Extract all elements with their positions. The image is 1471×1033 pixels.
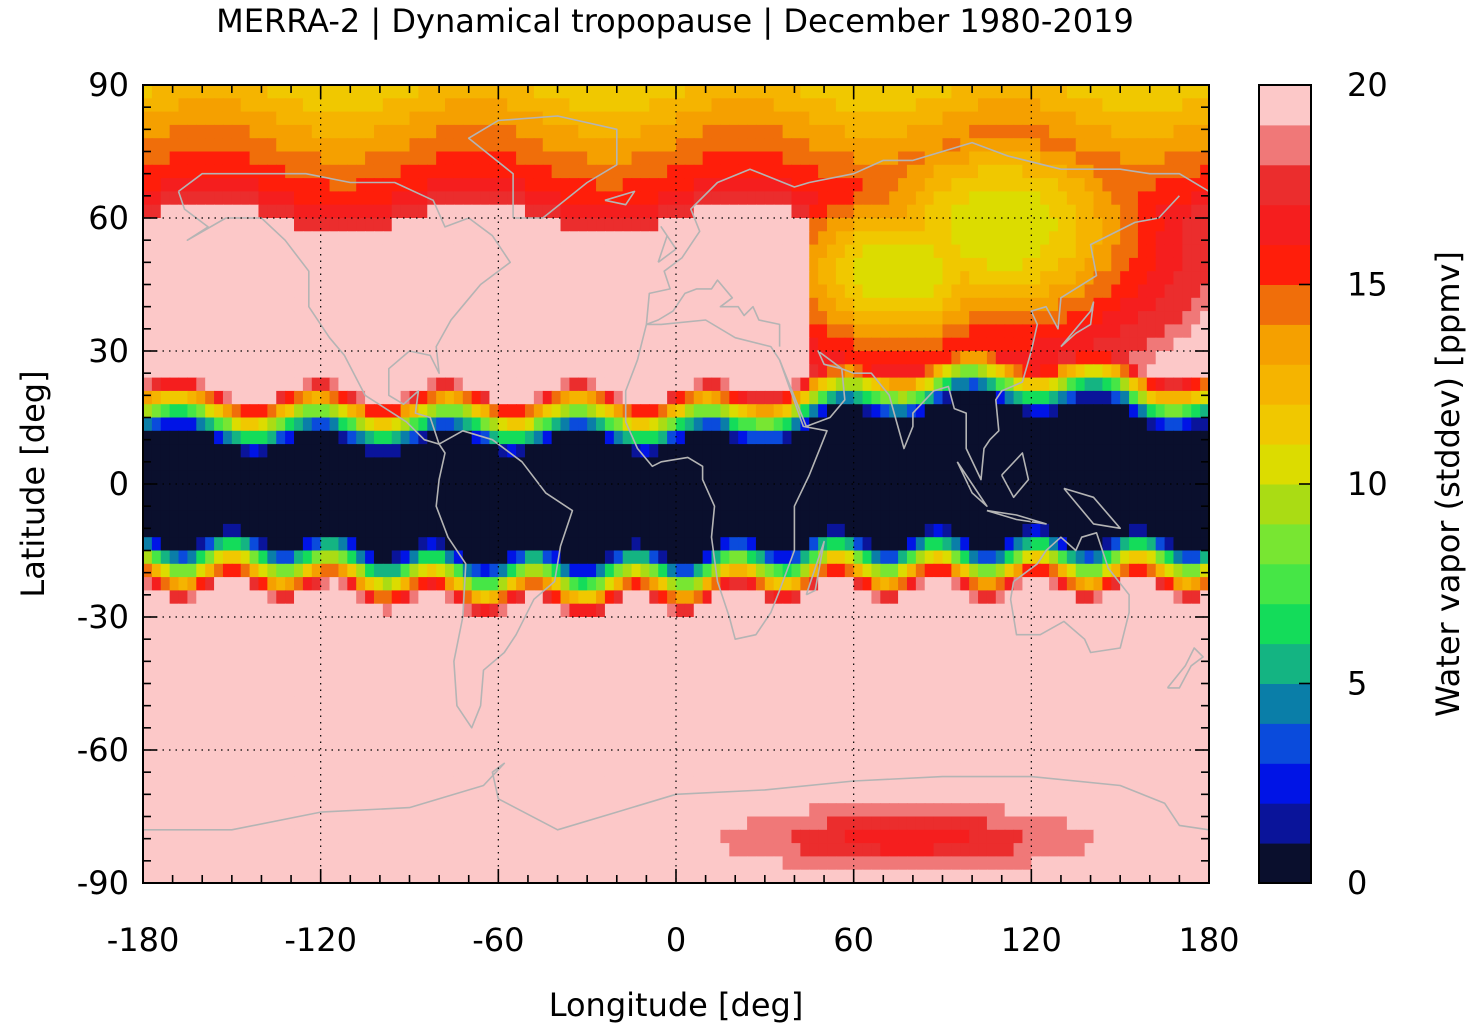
colorbar-swatch [1259, 125, 1311, 165]
colorbar-swatch [1259, 763, 1311, 803]
colorbar-swatch [1259, 803, 1311, 843]
x-tick-label: 60 [833, 921, 874, 959]
colorbar-swatch [1259, 843, 1311, 883]
colorbar-tick-label: 0 [1347, 864, 1367, 902]
x-tick-label: -60 [472, 921, 524, 959]
colorbar-swatch [1259, 165, 1311, 205]
colorbar-label: Water vapor (stddev) [ppmv] [1429, 251, 1467, 717]
x-tick-label: -180 [107, 921, 180, 959]
colorbar-swatch [1259, 364, 1311, 404]
x-tick-label: 0 [666, 921, 686, 959]
colorbar: 0 5 10 15 20 [1259, 66, 1388, 902]
colorbar-swatch [1259, 404, 1311, 444]
colorbar-tick-label: 10 [1347, 465, 1388, 503]
x-tick-label: 120 [1001, 921, 1062, 959]
colorbar-swatch [1259, 85, 1311, 125]
y-tick-label: 0 [109, 465, 129, 503]
colorbar-swatch [1259, 285, 1311, 325]
x-tick-label: -120 [284, 921, 357, 959]
colorbar-swatch [1259, 484, 1311, 524]
y-tick-label: 60 [88, 199, 129, 237]
y-tick-label: -90 [77, 864, 129, 902]
y-tick-label: 90 [88, 66, 129, 104]
x-tick-label: 180 [1178, 921, 1239, 959]
y-axis-label: Latitude [deg] [14, 370, 52, 597]
y-tick-label: -60 [77, 731, 129, 769]
chart-title: MERRA-2 | Dynamical tropopause | Decembe… [216, 2, 1134, 40]
colorbar-swatch [1259, 644, 1311, 684]
colorbar-swatch [1259, 564, 1311, 604]
y-tick-label: -30 [77, 598, 129, 636]
colorbar-swatch [1259, 684, 1311, 724]
colorbar-swatch [1259, 723, 1311, 763]
colorbar-swatch [1259, 324, 1311, 364]
colorbar-swatch [1259, 524, 1311, 564]
colorbar-swatch [1259, 444, 1311, 484]
colorbar-tick-label: 20 [1347, 66, 1388, 104]
colorbar-tick-label: 15 [1347, 266, 1388, 304]
x-axis-label: Longitude [deg] [549, 986, 804, 1024]
colorbar-swatch [1259, 205, 1311, 245]
colorbar-tick-label: 5 [1347, 665, 1367, 703]
colorbar-swatch [1259, 604, 1311, 644]
y-tick-label: 30 [88, 332, 129, 370]
colorbar-swatch [1259, 245, 1311, 285]
